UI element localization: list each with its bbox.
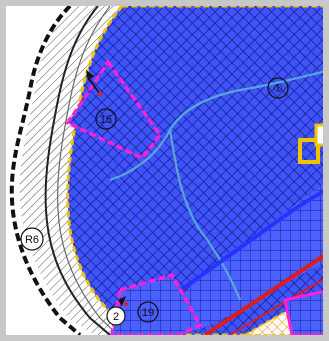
svg-text:R6: R6 [25,234,39,246]
svg-text:15: 15 [100,114,112,126]
zone-magenta-bottom[interactable] [110,272,203,335]
zone-grid-band[interactable] [150,180,329,335]
marker-icon [118,296,128,306]
perimeter-road [44,6,111,335]
label-zone-left: R6 [20,227,44,251]
blue-road [158,189,323,307]
river-branch [168,129,242,301]
zone-magenta-right[interactable] [283,290,329,335]
red-road [203,253,323,335]
svg-text:①: ① [273,83,283,95]
river-line [109,70,323,182]
label-zone-main: ① [267,77,289,99]
perimeter-road-inner [57,6,119,335]
north-arrow-icon [86,70,103,97]
label-zone-bottom-b: 19 [137,301,159,323]
label-zone-magenta-top: 15 [95,108,117,130]
building-outline-2 [314,123,323,147]
zone-magenta-top[interactable] [65,58,163,161]
svg-text:2: 2 [113,311,119,323]
svg-text:19: 19 [142,307,154,319]
outer-boundary-dashed [9,6,82,335]
red-road-inner [229,278,323,335]
building-outline-1 [298,138,320,164]
label-zone-bottom-a: 2 [106,306,126,326]
